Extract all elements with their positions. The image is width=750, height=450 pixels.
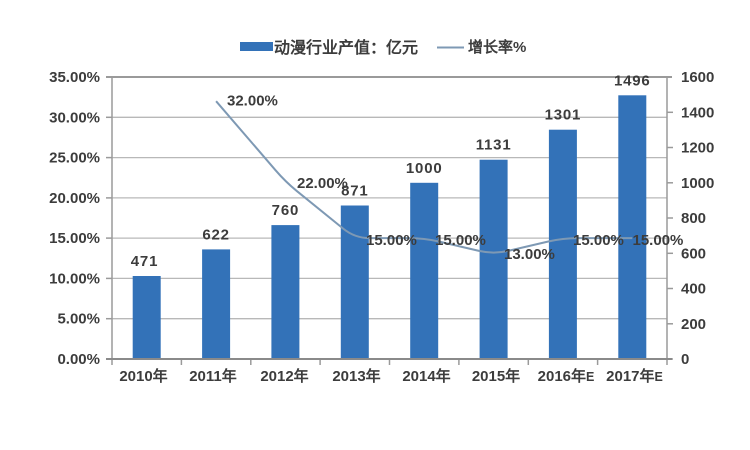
svg-text:22.00%: 22.00% — [297, 175, 348, 192]
svg-text:0: 0 — [681, 351, 689, 368]
svg-text:1600: 1600 — [681, 69, 714, 86]
svg-text:1400: 1400 — [681, 104, 714, 121]
svg-text:2011年: 2011年 — [189, 367, 237, 385]
svg-text:10.00%: 10.00% — [49, 270, 100, 287]
svg-text:2014年: 2014年 — [402, 367, 450, 385]
svg-text:35.00%: 35.00% — [49, 69, 100, 86]
svg-text:15.00%: 15.00% — [435, 232, 486, 249]
svg-text:13.00%: 13.00% — [504, 246, 555, 263]
svg-text:1131: 1131 — [476, 137, 512, 154]
svg-text:30.00%: 30.00% — [49, 109, 100, 126]
svg-text:2015年: 2015年 — [472, 367, 520, 385]
svg-text:15.00%: 15.00% — [573, 232, 624, 249]
svg-text:0.00%: 0.00% — [57, 351, 100, 368]
svg-text:增长率%: 增长率% — [468, 38, 526, 56]
svg-text:1200: 1200 — [681, 140, 714, 157]
svg-text:600: 600 — [681, 245, 706, 262]
svg-text:动漫行业产值：亿元: 动漫行业产值：亿元 — [274, 38, 418, 57]
svg-text:2013年: 2013年 — [332, 367, 380, 385]
svg-text:15.00%: 15.00% — [366, 232, 417, 249]
svg-text:800: 800 — [681, 210, 706, 227]
svg-text:20.00%: 20.00% — [49, 190, 100, 207]
svg-text:2010年: 2010年 — [119, 367, 167, 385]
svg-text:1000: 1000 — [406, 160, 443, 177]
svg-text:2017年E: 2017年E — [606, 367, 663, 385]
svg-text:25.00%: 25.00% — [49, 150, 100, 167]
svg-text:1496: 1496 — [614, 72, 651, 89]
svg-text:1301: 1301 — [545, 107, 582, 124]
svg-text:2016年E: 2016年E — [538, 367, 595, 385]
svg-text:622: 622 — [202, 226, 229, 243]
svg-text:760: 760 — [272, 202, 299, 219]
svg-text:15.00%: 15.00% — [49, 230, 100, 247]
svg-text:15.00%: 15.00% — [633, 232, 684, 249]
svg-text:871: 871 — [341, 183, 368, 200]
svg-text:200: 200 — [681, 316, 706, 333]
svg-text:2012年: 2012年 — [260, 367, 308, 385]
svg-text:400: 400 — [681, 281, 706, 298]
svg-text:5.00%: 5.00% — [57, 311, 100, 328]
svg-text:471: 471 — [131, 253, 158, 270]
svg-text:32.00%: 32.00% — [227, 93, 278, 110]
svg-text:1000: 1000 — [681, 175, 714, 192]
